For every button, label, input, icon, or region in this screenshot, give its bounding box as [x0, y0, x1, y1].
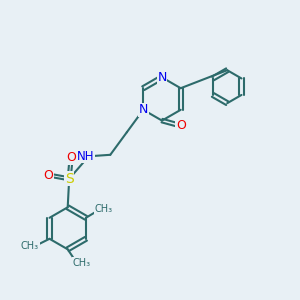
Text: O: O: [176, 118, 186, 132]
Text: CH₃: CH₃: [95, 204, 113, 214]
Text: NH: NH: [77, 150, 94, 163]
Text: CH₃: CH₃: [72, 258, 90, 268]
Text: N: N: [157, 71, 167, 84]
Text: N: N: [139, 103, 148, 116]
Text: O: O: [43, 169, 53, 182]
Text: CH₃: CH₃: [21, 241, 39, 251]
Text: S: S: [65, 172, 74, 186]
Text: O: O: [66, 151, 76, 164]
